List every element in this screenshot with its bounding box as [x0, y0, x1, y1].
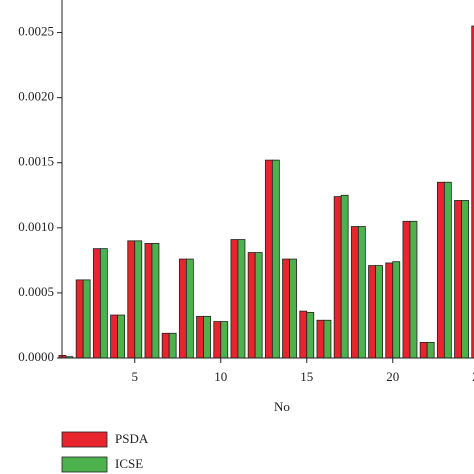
bar [357, 226, 366, 359]
x-tick-label: 5 [132, 369, 139, 384]
bar [385, 262, 394, 359]
bar [75, 279, 84, 359]
bar [99, 248, 108, 359]
x-tick-label: 20 [386, 369, 399, 384]
bar [161, 332, 170, 359]
y-tick-label: 0.0000 [18, 349, 54, 364]
bar [282, 258, 290, 359]
bar [82, 279, 91, 359]
bar [299, 310, 308, 359]
bar [333, 196, 342, 359]
bar [392, 261, 401, 359]
legend-swatch [61, 456, 108, 473]
bar [168, 332, 177, 359]
bar [264, 159, 273, 359]
bar [402, 220, 411, 359]
bar [323, 319, 332, 359]
bar [203, 315, 211, 359]
x-tick-label: 15 [300, 369, 313, 384]
bar [127, 240, 136, 359]
bar [350, 226, 359, 359]
x-axis-label: No [274, 399, 290, 414]
bar [368, 265, 376, 359]
bar [471, 25, 474, 359]
bar [426, 341, 435, 359]
y-tick-label: 0.0025 [18, 24, 54, 39]
bar [185, 258, 194, 359]
x-tick-label: 25 [472, 369, 474, 384]
bar [454, 200, 462, 359]
bar [151, 243, 160, 359]
y-tick-label: 0.0005 [18, 284, 54, 299]
y-tick-label: 0.0015 [18, 154, 54, 169]
bar [436, 181, 445, 359]
bar [117, 314, 125, 359]
bar [196, 315, 204, 359]
legend-label: PSDA [115, 431, 149, 446]
bar [92, 248, 101, 359]
y-tick-label: 0.0010 [18, 219, 54, 234]
bar [419, 341, 428, 359]
bar [134, 240, 143, 359]
bar [316, 319, 325, 359]
bar [213, 321, 222, 359]
bar [289, 258, 297, 359]
bar [271, 159, 280, 359]
bar [110, 314, 118, 359]
bar [230, 239, 239, 359]
bar [247, 252, 256, 359]
legend-swatch [61, 431, 108, 448]
bar [237, 239, 246, 359]
bar [306, 312, 315, 359]
y-tick-label: 0.0020 [18, 89, 54, 104]
bar [144, 243, 153, 359]
bar [340, 194, 349, 359]
bar [375, 265, 383, 359]
bar [220, 321, 229, 359]
x-tick-label: 10 [214, 369, 227, 384]
bar [254, 252, 263, 359]
bar [443, 181, 452, 359]
legend-label: ICSE [115, 456, 143, 471]
bar [178, 258, 187, 359]
bar [461, 200, 469, 359]
bar [409, 220, 418, 359]
